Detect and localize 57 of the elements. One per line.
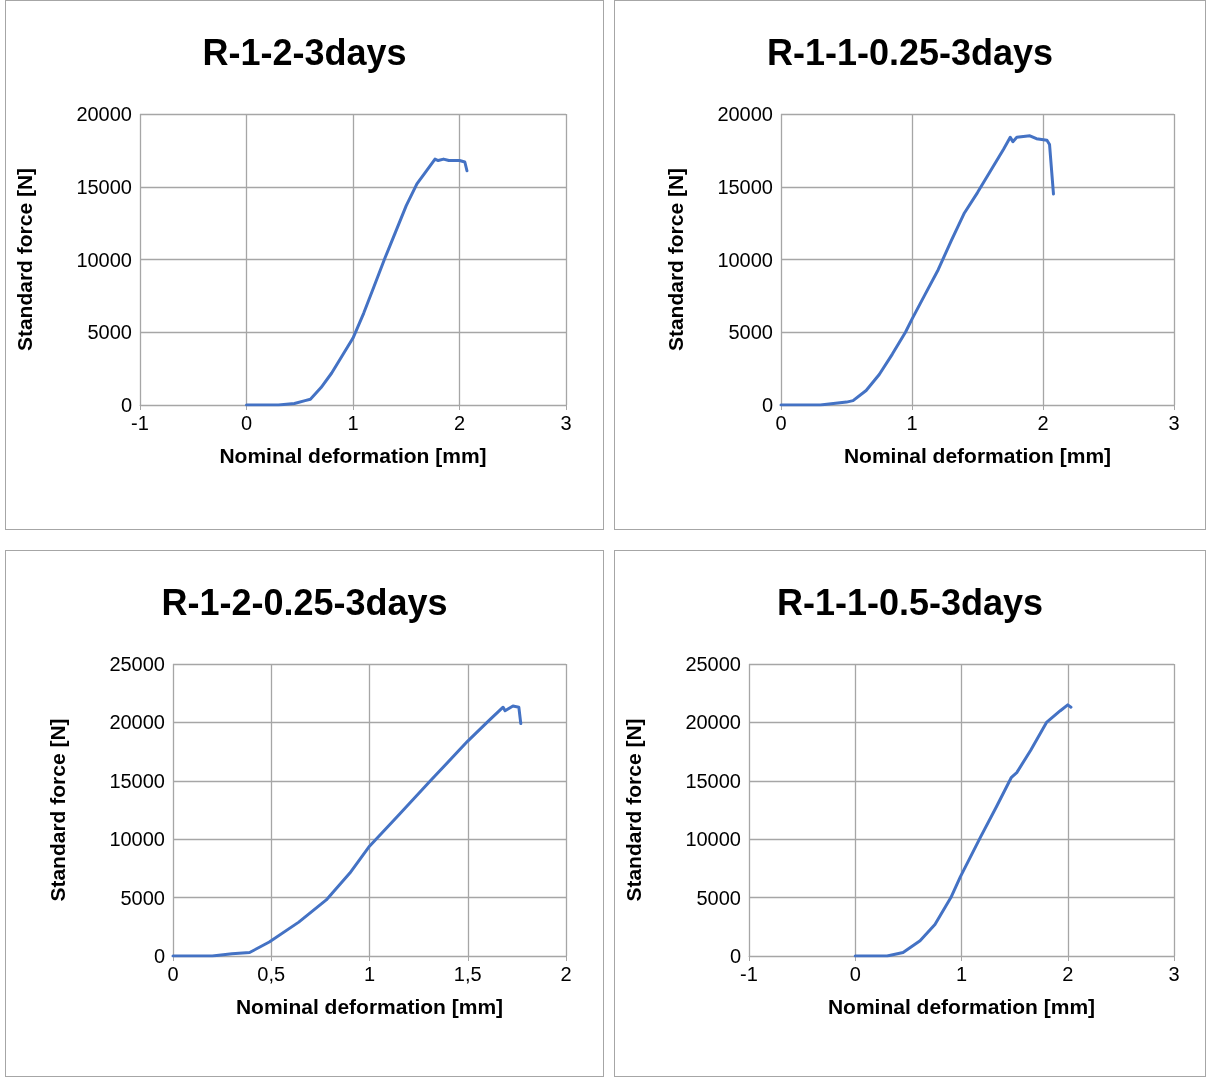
- y-tick-label: 0: [153, 945, 165, 967]
- y-tick-label: 15000: [76, 175, 132, 198]
- y-tick-label: 20000: [717, 103, 773, 125]
- line-series: [779, 134, 1055, 407]
- x-tick-label: 3: [560, 412, 572, 434]
- x-tick-label: 0: [167, 963, 179, 985]
- y-tick-label: 5000: [728, 321, 773, 344]
- y-axis-title: Standard force [N]: [664, 167, 687, 352]
- y-tick-label: 25000: [109, 653, 165, 675]
- y-tick-label: 25000: [685, 653, 741, 675]
- chart-title: R-1-1-0.5-3days: [776, 581, 1044, 623]
- x-tick-label: 2: [560, 963, 572, 985]
- y-tick-label: 10000: [685, 828, 741, 851]
- x-tick-label: -1: [131, 412, 149, 434]
- x-tick-label: -1: [740, 963, 758, 985]
- y-tick-label: 5000: [696, 886, 741, 909]
- line-series: [853, 703, 1073, 958]
- x-tick-label: 2: [1062, 963, 1074, 985]
- x-tick-label: 1: [347, 412, 359, 434]
- x-tick-label: 1: [906, 412, 918, 434]
- y-tick-label: 20000: [685, 711, 741, 734]
- x-tick-label: 0: [849, 963, 861, 985]
- y-tick-label: 0: [120, 394, 132, 416]
- x-tick-label: 1,5: [453, 963, 482, 985]
- x-tick-label: 3: [1168, 412, 1180, 434]
- y-tick-label: 15000: [109, 769, 165, 792]
- x-tick-label: 2: [1037, 412, 1049, 434]
- line-series: [245, 157, 469, 407]
- y-tick-label: 10000: [109, 828, 165, 851]
- y-axis-title: Standard force [N]: [622, 718, 645, 902]
- x-tick-label: 0: [240, 412, 253, 434]
- x-axis-title: Nominal deformation [mm]: [827, 995, 1096, 1018]
- x-tick-label: 1: [955, 963, 968, 985]
- x-tick-label: 2: [453, 412, 466, 434]
- chart-title: R-1-2-0.25-3days: [161, 581, 448, 623]
- y-tick-label: 10000: [76, 248, 132, 271]
- y-tick-label: 0: [761, 394, 773, 416]
- y-axis-title: Standard force [N]: [46, 718, 69, 902]
- x-tick-label: 0,5: [257, 963, 286, 985]
- y-tick-label: 15000: [685, 769, 741, 792]
- line-series: [171, 704, 523, 958]
- chart-title: R-1-1-0.25-3days: [766, 31, 1054, 73]
- x-tick-label: 1: [363, 963, 376, 985]
- x-axis-title: Nominal deformation [mm]: [219, 444, 487, 467]
- y-tick-label: 15000: [717, 175, 773, 198]
- x-tick-label: 3: [1168, 963, 1180, 985]
- x-axis-title: Nominal deformation [mm]: [843, 444, 1112, 467]
- y-tick-label: 5000: [120, 886, 165, 909]
- x-axis-title: Nominal deformation [mm]: [235, 995, 504, 1018]
- chart-title: R-1-2-3days: [202, 31, 407, 73]
- y-axis-title: Standard force [N]: [13, 167, 36, 352]
- y-tick-label: 0: [729, 945, 741, 967]
- y-tick-label: 10000: [717, 248, 773, 271]
- x-tick-label: 0: [775, 412, 787, 434]
- y-tick-label: 20000: [76, 103, 132, 125]
- y-tick-label: 20000: [109, 711, 165, 734]
- y-tick-label: 5000: [87, 321, 132, 344]
